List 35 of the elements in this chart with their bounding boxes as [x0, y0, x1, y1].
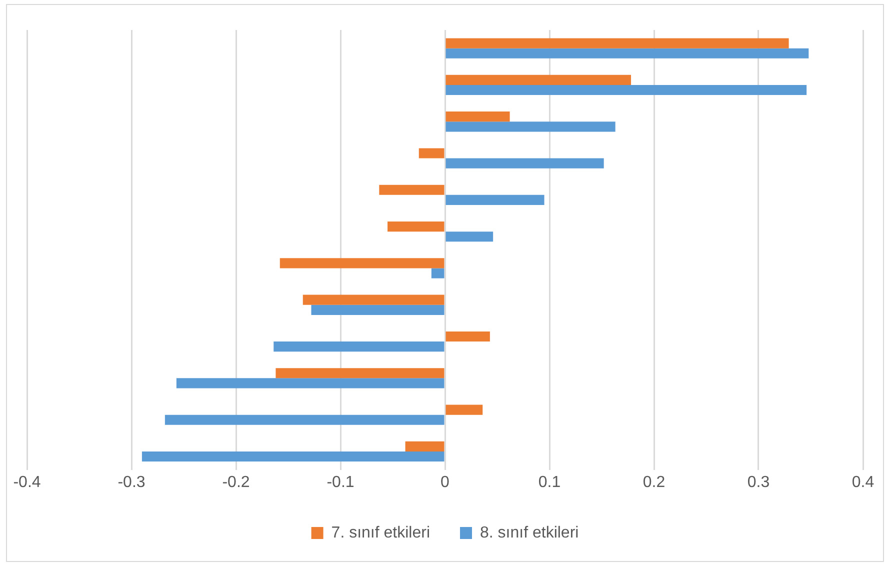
bar — [446, 331, 490, 342]
legend-label: 8. sınıf etkileri — [480, 524, 579, 542]
bar — [446, 74, 632, 85]
bar — [431, 268, 444, 278]
bar — [446, 158, 604, 168]
bar — [379, 184, 444, 195]
bar — [446, 232, 494, 242]
bar — [302, 294, 444, 305]
bar — [388, 221, 444, 232]
bar — [276, 368, 444, 378]
x-tick-label: -0.3 — [118, 474, 146, 491]
bar — [446, 404, 483, 415]
x-tick-label: 0.1 — [538, 474, 561, 491]
bar — [311, 304, 444, 315]
x-tick-label: -0.1 — [326, 474, 354, 491]
bar — [446, 84, 807, 96]
bar — [446, 112, 510, 122]
bar — [446, 194, 544, 206]
x-tick-label: 0.2 — [642, 474, 666, 491]
bar — [446, 48, 809, 58]
legend-label: 7. sınıf etkileri — [331, 524, 430, 542]
bar — [280, 258, 444, 268]
bar — [418, 148, 444, 158]
x-tick-label: 0.3 — [747, 474, 770, 491]
x-tick-label: 0 — [440, 474, 450, 491]
bar — [164, 414, 444, 425]
bar — [142, 451, 444, 462]
bar — [446, 122, 616, 132]
x-tick-label: 0.4 — [852, 474, 874, 491]
bar — [446, 38, 789, 48]
bar — [405, 441, 444, 452]
x-tick-label: -0.2 — [222, 474, 250, 491]
x-tick-label: -0.4 — [13, 474, 41, 491]
bar — [176, 378, 444, 388]
bar — [274, 342, 444, 352]
